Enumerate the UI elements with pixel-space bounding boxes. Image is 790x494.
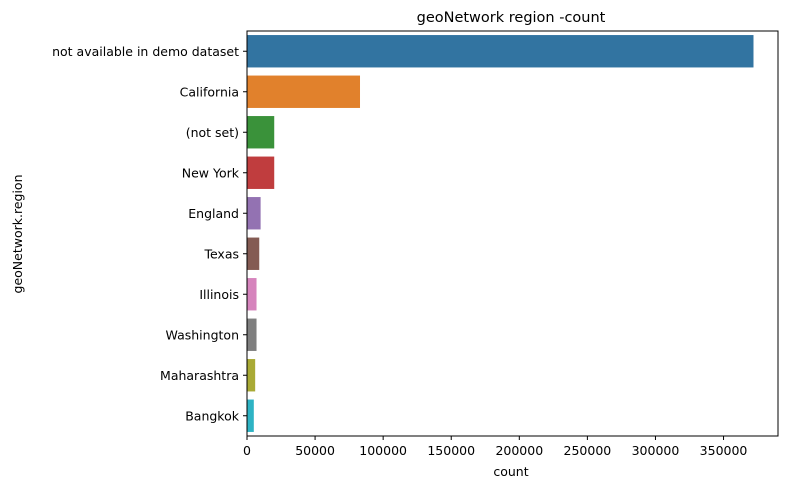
x-tick-label: 300000 (632, 443, 680, 458)
x-ticks-group: 0 50000 100000 150000 200000 250000 300000 3500… (243, 436, 747, 458)
bar (247, 399, 254, 432)
bar (247, 278, 257, 311)
y-tick-label: New York (182, 165, 240, 180)
bar (247, 318, 257, 351)
x-tick-label: 200000 (495, 443, 543, 458)
y-tick-label: Texas (203, 246, 239, 261)
bar (247, 359, 256, 392)
y-tick-label: England (188, 206, 239, 221)
y-tick-label: Maharashtra (160, 368, 239, 383)
plot-frame (246, 30, 779, 437)
y-tick-label: not available in demo dataset (52, 44, 239, 59)
bar (247, 116, 275, 149)
bar (247, 197, 261, 230)
bar (247, 156, 275, 189)
x-axis-label: count (493, 464, 528, 479)
y-ticks-group: not available in demo dataset California (… (52, 44, 247, 423)
chart-title: geoNetwork region -count (417, 10, 606, 26)
y-tick-label: Bangkok (185, 408, 240, 423)
x-tick-label: 100000 (359, 443, 407, 458)
x-tick-label: 0 (243, 443, 251, 458)
y-tick-label: California (180, 84, 239, 99)
y-axis-label: geoNetwork.region (10, 175, 25, 294)
bar (247, 237, 260, 270)
y-tick-label: Illinois (199, 287, 239, 302)
y-tick-label: (not set) (186, 125, 239, 140)
bars-group (247, 35, 754, 432)
x-tick-label: 150000 (427, 443, 475, 458)
bar (247, 35, 754, 68)
bar (247, 75, 361, 108)
x-tick-label: 50000 (295, 443, 335, 458)
x-tick-label: 350000 (700, 443, 748, 458)
x-tick-label: 250000 (564, 443, 612, 458)
y-tick-label: Washington (166, 327, 239, 342)
